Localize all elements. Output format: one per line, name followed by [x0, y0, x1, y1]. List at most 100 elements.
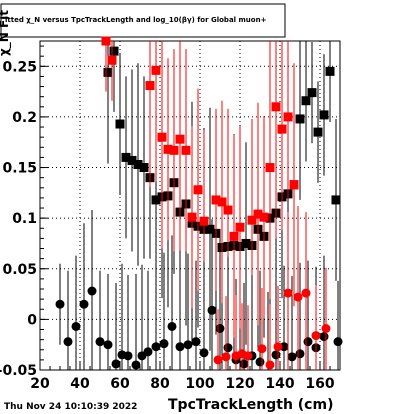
data-point-square: [157, 132, 167, 142]
data-point-circle: [111, 359, 121, 369]
data-point-square: [211, 195, 221, 205]
data-point-circle: [301, 288, 311, 298]
data-point-square: [187, 212, 197, 222]
data-point-circle: [143, 347, 153, 357]
data-point-square: [115, 119, 125, 129]
data-point-circle: [287, 352, 297, 362]
data-point-square: [301, 96, 311, 106]
data-point-circle: [271, 350, 281, 360]
data-point-square: [163, 144, 173, 154]
data-point-square: [229, 231, 239, 241]
y-tick-label: 0.05: [2, 262, 37, 278]
y-tick-label: 0.2: [12, 110, 37, 126]
data-point-circle: [213, 355, 223, 365]
data-point-square: [139, 163, 149, 173]
data-point-circle: [303, 337, 313, 347]
data-point-square: [199, 216, 209, 226]
data-point-circle: [321, 323, 331, 333]
data-point-circle: [333, 337, 343, 347]
data-point-circle: [183, 340, 193, 350]
data-point-circle: [151, 342, 161, 352]
data-point-square: [331, 195, 341, 205]
data-point-square: [127, 155, 137, 165]
axis-ticks: 20 40 60 80 100 120 140 160 -0.05 0 0.05 0.1 0.15 0.2…: [0, 45, 341, 392]
data-point-square: [151, 195, 161, 205]
x-axis-label: TpcTrackLength (cm): [168, 397, 333, 413]
x-tick-label: 20: [30, 376, 50, 392]
title-box: [0, 3, 286, 38]
data-point-square: [205, 224, 215, 234]
y-tick-label: 0.15: [2, 161, 37, 177]
data-point-square: [107, 55, 117, 65]
data-point-circle: [293, 292, 303, 302]
data-point-circle: [71, 321, 81, 331]
x-tick-label: 160: [305, 376, 334, 392]
data-point-circle: [223, 343, 233, 353]
data-point-circle: [273, 342, 283, 352]
x-tick-label: 40: [70, 376, 90, 392]
x-tick-label: 100: [185, 376, 214, 392]
data-point-square: [235, 222, 245, 232]
data-point-circle: [159, 339, 169, 349]
data-layer: [55, 36, 343, 370]
data-point-square: [181, 145, 191, 155]
data-point-square: [193, 185, 203, 195]
data-point-circle: [283, 288, 293, 298]
data-point-circle: [265, 360, 275, 370]
data-point-square: [133, 160, 143, 170]
data-point-circle: [295, 349, 305, 359]
x-tick-label: 80: [150, 376, 170, 392]
data-point-square: [283, 112, 293, 122]
data-point-square: [289, 180, 299, 190]
data-point-circle: [55, 299, 65, 309]
y-tick-label: 0.1: [12, 211, 37, 227]
data-point-square: [319, 110, 329, 120]
data-point-square: [175, 134, 185, 144]
data-point-square: [295, 114, 305, 124]
chart-title: itted χ_N versus TpcTrackLength and log_…: [5, 16, 267, 24]
data-point-circle: [239, 359, 249, 369]
data-point-square: [121, 152, 131, 162]
data-point-circle: [199, 348, 209, 358]
y-tick-label: -0.05: [0, 363, 37, 379]
y-tick-label: 0: [27, 312, 37, 328]
data-point-square: [103, 67, 113, 77]
data-point-square: [109, 46, 119, 56]
y-axis-label: χ_N Fit: [0, 10, 12, 56]
data-point-square: [241, 238, 251, 248]
data-point-square: [151, 65, 161, 75]
data-point-square: [265, 163, 275, 173]
data-point-circle: [255, 357, 265, 367]
data-point-circle: [95, 337, 105, 347]
data-point-circle: [243, 351, 253, 361]
data-point-circle: [123, 351, 133, 361]
data-point-square: [259, 212, 269, 222]
data-point-circle: [131, 360, 141, 370]
data-point-circle: [191, 337, 201, 347]
data-point-square: [217, 197, 227, 207]
data-point-square: [169, 145, 179, 155]
data-point-circle: [103, 340, 113, 350]
data-point-square: [101, 36, 111, 46]
y-tick-label: 0.25: [2, 59, 37, 75]
data-point-square: [271, 102, 281, 112]
data-point-square: [253, 209, 263, 219]
x-tick-label: 120: [225, 376, 254, 392]
data-point-circle: [87, 286, 97, 296]
timestamp: Thu Nov 24 10:10:39 2022: [4, 402, 137, 412]
data-point-circle: [221, 352, 231, 362]
x-tick-label: 60: [110, 376, 130, 392]
data-point-circle: [311, 331, 321, 341]
data-point-circle: [319, 332, 329, 342]
data-point-circle: [175, 342, 185, 352]
data-point-square: [313, 127, 323, 137]
data-point-square: [307, 88, 317, 98]
data-point-circle: [63, 337, 73, 347]
data-point-circle: [257, 344, 267, 354]
x-tick-label: 140: [265, 376, 294, 392]
data-point-circle: [215, 323, 225, 333]
data-point-circle: [207, 305, 217, 315]
data-point-circle: [167, 321, 177, 331]
data-point-square: [247, 215, 257, 225]
